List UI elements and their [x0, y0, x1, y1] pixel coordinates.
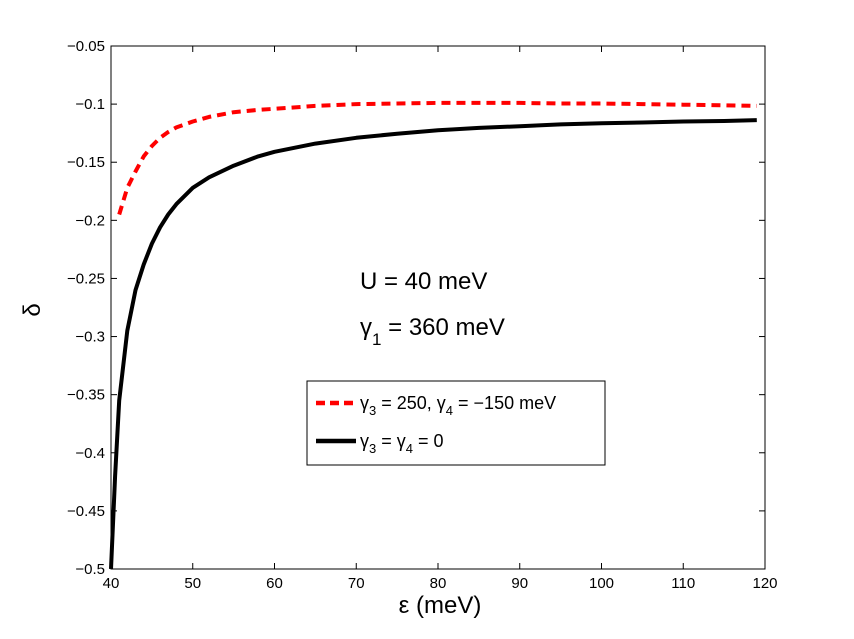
x-tick-label: 110 — [671, 575, 695, 592]
legend-2-part-b: = γ — [376, 431, 406, 451]
y-axis-label: δ — [19, 303, 46, 316]
y-tick-label: −0.25 — [67, 270, 105, 287]
legend-box — [306, 380, 606, 466]
legend-2-sub-b: 4 — [406, 441, 413, 456]
annotation-gamma1-symbol: γ — [360, 314, 372, 341]
y-tick-label: −0.05 — [67, 38, 105, 55]
axes-frame — [110, 45, 766, 570]
x-tick-label: 60 — [266, 575, 283, 592]
legend-1-part-a: γ — [360, 393, 369, 413]
series-layer — [109, 100, 757, 570]
annotation-gamma1-rest: = 360 meV — [381, 314, 504, 341]
x-tick-label: 50 — [184, 575, 201, 592]
series-line-2 — [109, 118, 757, 570]
x-tick-label: 70 — [348, 575, 365, 592]
y-tick-label: −0.1 — [75, 96, 105, 113]
annotation-gamma1-sub: 1 — [372, 330, 381, 349]
x-axis-label: ε (meV) — [399, 592, 482, 619]
y-tick-label: −0.4 — [75, 445, 105, 462]
x-tick-label: 120 — [752, 575, 777, 592]
x-tick-label: 80 — [430, 575, 447, 592]
y-tick-label: −0.5 — [75, 561, 105, 578]
legend-2-sub-a: 3 — [369, 441, 376, 456]
annotation-gamma1: γ1 = 360 meV — [360, 314, 505, 349]
y-tick-label: −0.15 — [67, 154, 105, 171]
legend-2-part-a: γ — [360, 431, 369, 451]
legend: γ3 = 250, γ4 = −150 meV γ3 = γ4 = 0 — [306, 380, 606, 466]
legend-1-sub-a: 3 — [369, 403, 376, 418]
annotation-u: U = 40 meV — [360, 268, 487, 295]
legend-label-series-1: γ3 = 250, γ4 = −150 meV — [360, 393, 556, 418]
legend-label-series-2: γ3 = γ4 = 0 — [360, 431, 444, 456]
y-tick-label: −0.35 — [67, 387, 105, 404]
x-tick-label: 90 — [511, 575, 528, 592]
series-line-1 — [117, 100, 757, 216]
axis-ticks: 40 50 60 70 80 90 100 110 120 −0.5 −0.45 −0.4 −0.35 −… — [67, 38, 777, 592]
legend-1-sub-b: 4 — [446, 403, 453, 418]
legend-2-part-c: = 0 — [413, 431, 444, 451]
x-tick-label: 40 — [103, 575, 120, 592]
y-tick-label: −0.3 — [75, 329, 105, 346]
legend-1-part-c: = −150 meV — [453, 393, 556, 413]
legend-1-part-b: = 250, γ — [376, 393, 446, 413]
y-tick-label: −0.2 — [75, 212, 105, 229]
x-tick-label: 100 — [589, 575, 614, 592]
y-tick-label: −0.45 — [67, 503, 105, 520]
